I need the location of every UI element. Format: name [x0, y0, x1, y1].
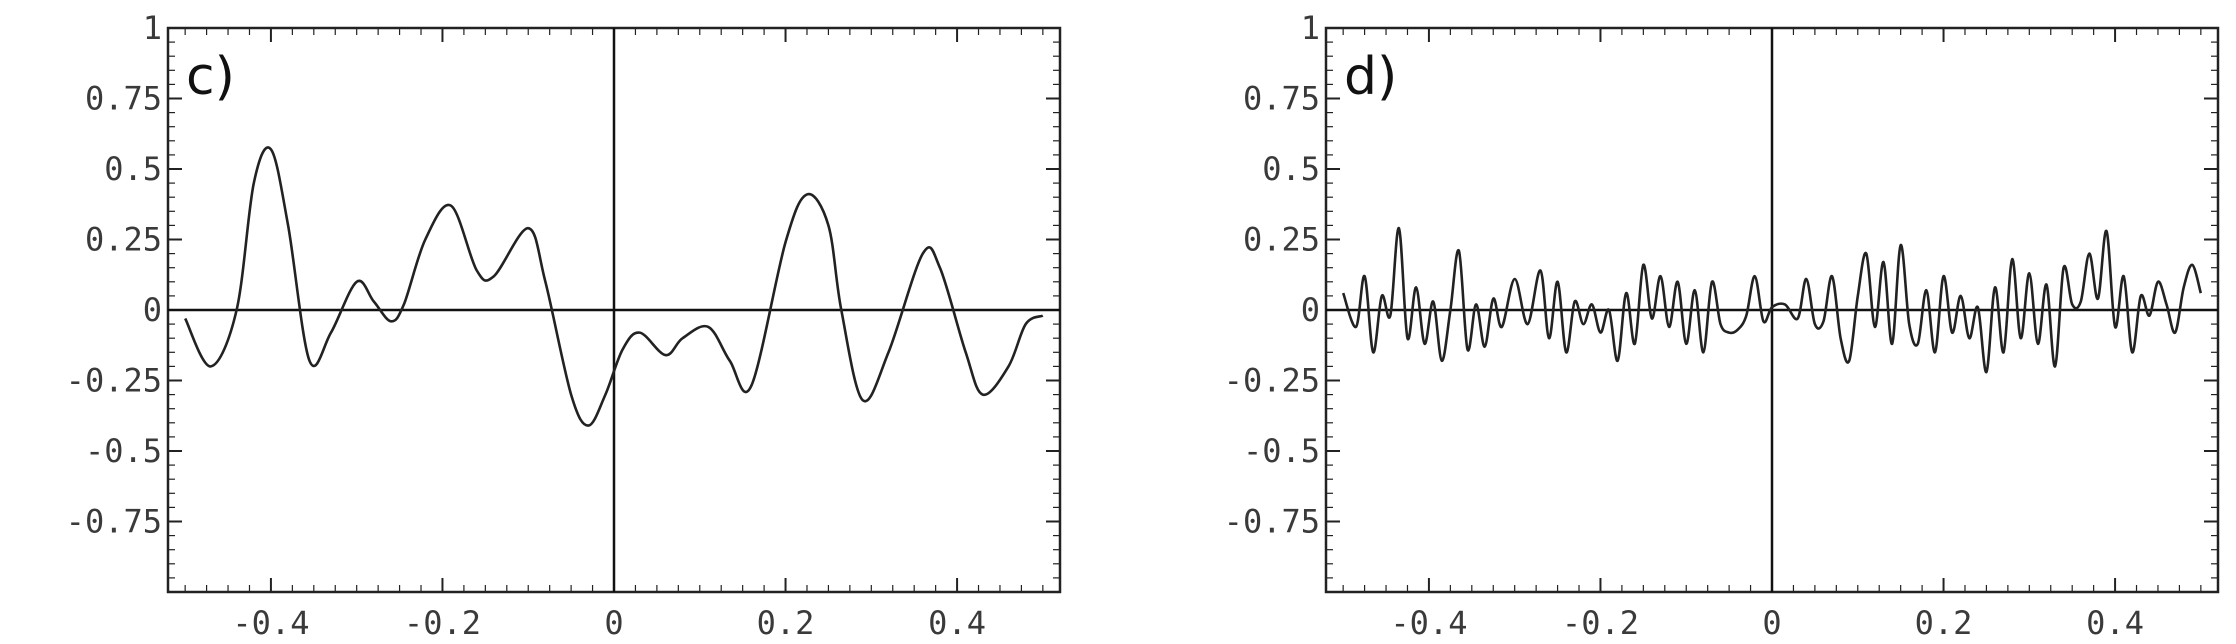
x-tick-label: -0.2	[1562, 604, 1639, 642]
y-tick-label: -0.25	[1224, 362, 1320, 400]
x-tick-label: -0.2	[404, 604, 481, 642]
y-tick-label: -0.75	[66, 503, 162, 541]
y-tick-label: 0	[1301, 291, 1320, 329]
y-tick-label: -0.25	[66, 362, 162, 400]
y-tick-label: 0.75	[1243, 80, 1320, 118]
x-tick-label: 0.2	[1915, 604, 1973, 642]
panel-label: c)	[186, 47, 235, 107]
y-tick-label: 1	[143, 9, 162, 47]
y-tick-label: 0.5	[1262, 150, 1320, 188]
y-tick-label: 0.5	[104, 150, 162, 188]
x-tick-label: -0.4	[232, 604, 309, 642]
panel-label: d)	[1344, 47, 1397, 107]
x-tick-label: 0	[1762, 604, 1781, 642]
y-tick-label: 0.25	[1243, 221, 1320, 259]
panel-c: -0.4 -0.2 0 0.2 0.4 1 0.75 0.5 0.25 0 -0.25 -0.5 -0.…	[66, 9, 1062, 642]
series-line-0	[184, 146, 1044, 427]
x-tick-label: -0.4	[1390, 604, 1467, 642]
x-tick-label: 0	[604, 604, 623, 642]
x-tick-label: 0.4	[2086, 604, 2144, 642]
y-tick-label: -0.75	[1224, 503, 1320, 541]
x-tick-label: 0.2	[757, 604, 815, 642]
y-tick-label: 0.25	[85, 221, 162, 259]
y-tick-label: -0.5	[85, 432, 162, 470]
y-tick-label: -0.5	[1243, 432, 1320, 470]
panel-d: -0.4 -0.2 0 0.2 0.4 1 0.75 0.5 0.25 0 -0.25 -0.5 -0.…	[1224, 9, 2220, 642]
y-tick-label: 0.75	[85, 80, 162, 118]
y-tick-label: 1	[1301, 9, 1320, 47]
x-tick-label: 0.4	[928, 604, 986, 642]
series-line-0	[1341, 226, 2203, 374]
y-tick-label: 0	[143, 291, 162, 329]
